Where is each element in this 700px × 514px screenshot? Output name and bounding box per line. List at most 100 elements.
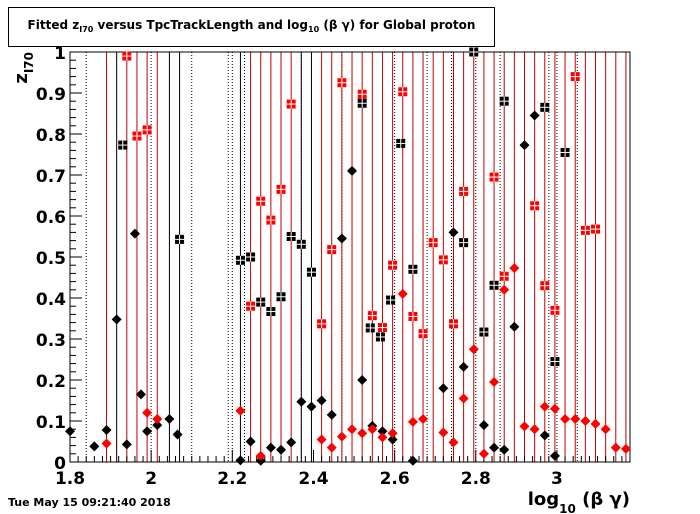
x-tick-label: 3 (551, 469, 563, 489)
data-point-diamond (89, 441, 100, 452)
data-point-diamond (152, 413, 163, 424)
data-point-diamond (560, 413, 571, 424)
data-point-diamond (499, 444, 510, 455)
data-point-diamond (509, 263, 520, 274)
data-point-diamond (407, 455, 418, 466)
data-point-diamond (129, 228, 140, 239)
data-point-diamond (448, 437, 459, 448)
data-point-diamond (468, 344, 479, 355)
data-point-diamond (489, 442, 500, 453)
timestamp: Tue May 15 09:21:40 2018 (8, 496, 171, 509)
y-tick-label: 0.3 (36, 331, 66, 351)
data-point-diamond (296, 396, 307, 407)
series-1-diamond (65, 110, 560, 466)
data-point-diamond (316, 395, 327, 406)
data-point-diamond (101, 425, 112, 436)
data-point-diamond (377, 426, 388, 437)
x-tick-label: 2.4 (298, 469, 328, 489)
vertical-lines (106, 52, 627, 462)
x-tick-label: 1.8 (55, 469, 85, 489)
data-point-diamond (347, 165, 358, 176)
data-point-diamond (316, 434, 327, 445)
data-point-diamond (418, 413, 429, 424)
data-point-diamond (580, 416, 591, 426)
data-point-diamond (387, 428, 398, 439)
data-point-diamond (539, 430, 550, 441)
data-point-diamond (265, 442, 276, 453)
y-tick-label: 0.6 (36, 208, 66, 228)
data-point-diamond (367, 424, 378, 435)
data-point-diamond (590, 418, 601, 429)
data-point-diamond (387, 434, 398, 445)
y-tick-label: 0.9 (36, 85, 66, 105)
data-point-diamond (357, 375, 368, 385)
data-point-diamond (347, 424, 358, 435)
y-tick-label: 0.2 (36, 372, 66, 392)
data-point-diamond (326, 442, 337, 453)
data-point-diamond (529, 424, 540, 435)
x-tick-label: 2 (145, 469, 157, 489)
series-2-square (122, 51, 601, 339)
data-point-diamond (478, 448, 489, 459)
data-point-diamond (326, 409, 337, 420)
data-point-diamond (357, 428, 368, 439)
data-point-diamond (245, 436, 256, 447)
x-tick-label: 2.6 (380, 469, 410, 489)
y-tick-label: 0 (54, 454, 66, 474)
data-point-diamond (539, 401, 550, 412)
data-point-diamond (549, 450, 560, 461)
data-point-diamond (336, 233, 347, 244)
x-tick-label: 2.2 (217, 469, 247, 489)
data-point-diamond (458, 361, 469, 372)
series-3-diamond (101, 263, 631, 461)
title-box: Fitted zI70 versus TpcTrackLength and lo… (8, 7, 495, 47)
series-0-square (118, 47, 570, 367)
data-point-diamond (164, 413, 175, 424)
y-tick-label: 0.8 (36, 126, 66, 146)
data-point-diamond (172, 429, 183, 440)
data-point-diamond (121, 439, 132, 450)
data-point-diamond (136, 389, 147, 400)
data-point-diamond (407, 416, 418, 427)
data-point-diamond (509, 321, 520, 332)
y-tick-label: 0.5 (36, 249, 66, 269)
y-axis: 0 0.1 0.2 0.3 0.4 0.5 0.6 0.7 0.8 0.9 1 (36, 44, 82, 474)
data-point-diamond (620, 443, 631, 454)
x-axis: 1.8 2 2.2 2.4 2.6 2.8 3 (55, 450, 631, 489)
y-tick-label: 0.1 (36, 413, 66, 433)
data-point-diamond (549, 403, 560, 414)
data-point-diamond (448, 227, 459, 238)
data-point-diamond (610, 442, 621, 453)
data-point-diamond (286, 437, 297, 448)
y-tick-label: 0.7 (36, 167, 66, 187)
data-point-diamond (489, 377, 500, 388)
data-point-diamond (152, 420, 163, 431)
data-point-diamond (306, 401, 317, 412)
data-point-diamond (336, 431, 347, 442)
data-point-diamond (101, 438, 112, 449)
data-point-diamond (438, 427, 449, 438)
data-point-diamond (499, 284, 510, 295)
data-point-diamond (529, 110, 540, 121)
data-point-diamond (65, 426, 75, 437)
data-point-diamond (478, 420, 489, 431)
y-tick-label: 1 (54, 44, 66, 64)
data-point-diamond (142, 426, 153, 437)
data-point-diamond (276, 444, 287, 455)
x-tick-label: 2.8 (461, 469, 491, 489)
data-point-diamond (377, 432, 388, 443)
data-point-diamond (111, 314, 122, 325)
data-point-diamond (458, 393, 469, 404)
data-point-diamond (235, 455, 246, 466)
plot-frame (69, 51, 631, 463)
data-point-diamond (142, 407, 153, 418)
data-point-diamond (397, 288, 408, 299)
data-point-diamond (438, 383, 449, 394)
data-point-diamond (235, 405, 246, 416)
y-axis-label: zI70 (11, 52, 36, 84)
data-point-diamond (519, 140, 530, 151)
x-axis-label: log10 (β γ) (528, 489, 630, 514)
y-tick-label: 0.4 (36, 290, 66, 310)
data-point-diamond (519, 421, 530, 432)
